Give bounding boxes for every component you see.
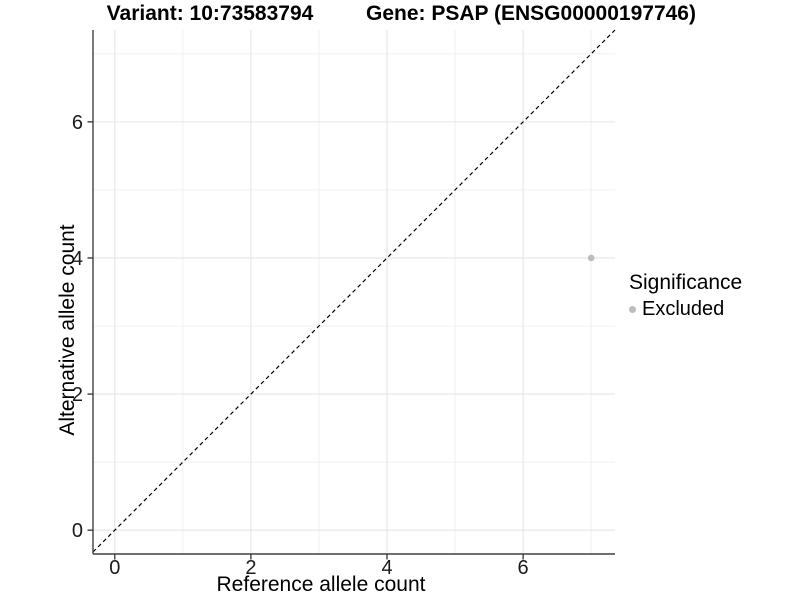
- legend-entry-excluded: Excluded: [629, 298, 742, 321]
- svg-text:6: 6: [72, 112, 83, 134]
- legend-entry-label: Excluded: [642, 298, 725, 320]
- svg-text:2: 2: [72, 384, 83, 406]
- legend-point-icon: [629, 306, 636, 313]
- svg-text:6: 6: [518, 557, 529, 579]
- x-axis-label: Reference allele count: [216, 573, 426, 596]
- svg-text:0: 0: [72, 520, 83, 542]
- plot-title-variant: Variant: 10:73583794: [106, 2, 314, 25]
- legend-title: Significance: [629, 271, 743, 294]
- y-axis-label: Alternative allele count: [56, 224, 79, 436]
- svg-text:4: 4: [72, 248, 83, 270]
- plot-title-gene: Gene: PSAP (ENSG00000197746): [366, 2, 696, 25]
- svg-text:4: 4: [381, 557, 392, 579]
- svg-text:2: 2: [245, 557, 256, 579]
- legend: Significance Excluded: [629, 271, 742, 321]
- svg-text:0: 0: [109, 557, 120, 579]
